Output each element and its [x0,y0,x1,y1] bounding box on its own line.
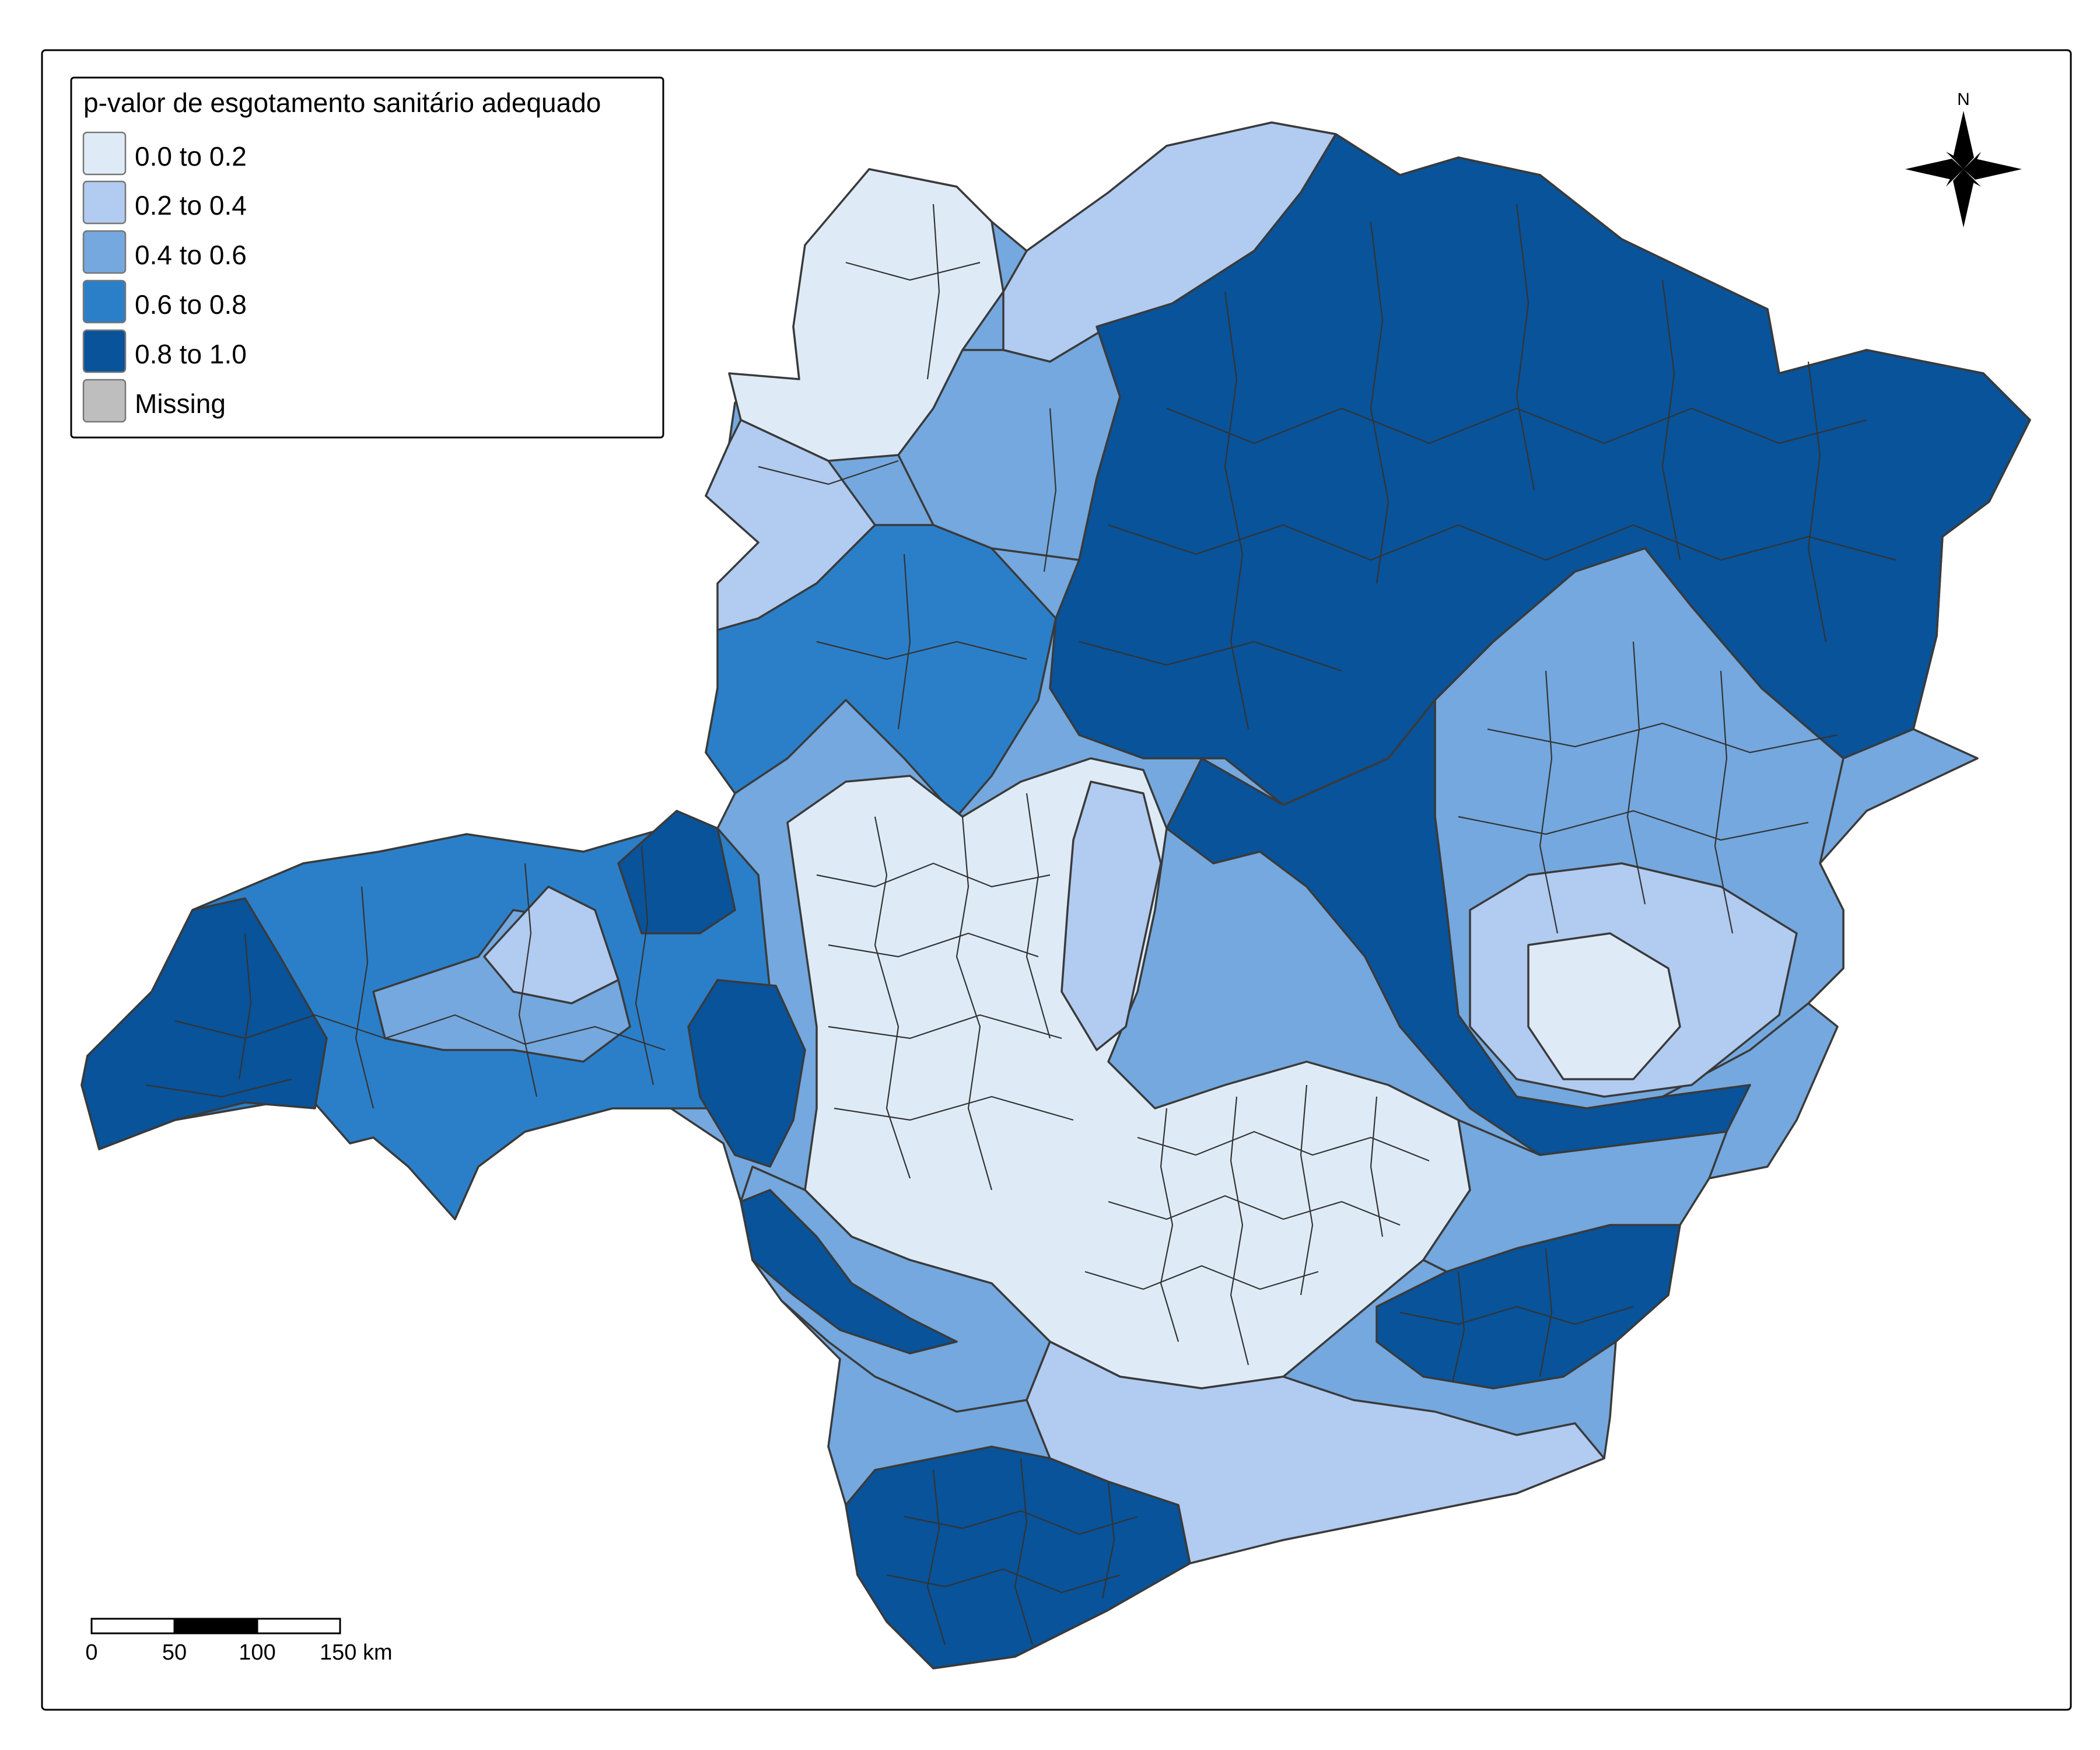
legend-swatch-5 [82,379,127,423]
legend: p-valor de esgotamento sanitário adequad… [70,76,664,439]
region-southwest-dark-strip [740,1189,958,1354]
scale-segment-2 [173,1618,258,1634]
legend-swatch-3 [82,279,127,324]
region-south-lightblue [1026,1340,1605,1564]
legend-swatch-1 [82,180,127,225]
legend-label-0: 0.0 to 0.2 [135,141,247,172]
municipal-boundaries [145,204,1896,1646]
legend-label-4: 0.8 to 1.0 [135,339,247,369]
legend-label-2: 0.4 to 0.6 [135,240,247,270]
region-southwest-medium [740,1166,1051,1413]
region-central-lightblue [1060,780,1162,1051]
north-label: N [1957,90,1970,109]
region-rio-doce-dark [1166,699,1751,1156]
north-arrow: N [1905,90,2022,228]
legend-label-5: Missing [135,388,226,419]
region-triangulo-dark-west [80,897,328,1150]
scale-segment-3 [256,1618,341,1634]
scale-tick-150: 150 km [320,1640,393,1665]
legend-box [70,76,664,439]
region-west-dark-strip [687,979,806,1168]
choropleth-map [80,121,2031,1670]
region-north-dark [1049,133,2031,806]
scale-tick-50: 50 [162,1640,187,1665]
scale-bar: 0 50 100 150 km [85,1618,393,1665]
compass-star-icon [1905,111,2022,228]
legend-swatch-0 [82,131,127,176]
legend-label-3: 0.6 to 0.8 [135,289,247,320]
legend-swatch-4 [82,329,127,373]
legend-label-1: 0.2 to 0.4 [135,190,247,220]
scale-segment-1 [90,1618,176,1634]
region-triangulo-dark-east [617,810,736,935]
legend-title: p-valor de esgotamento sanitário adequad… [83,88,601,118]
region-east-pale-core [1527,932,1681,1080]
legend-swatch-2 [82,230,127,274]
region-triangulo-light [483,886,620,1005]
scale-tick-100: 100 [239,1640,275,1665]
region-zona-mata-medium [1422,1119,1728,1273]
scale-tick-0: 0 [85,1640,97,1665]
region-west-noroeste [705,524,1057,818]
